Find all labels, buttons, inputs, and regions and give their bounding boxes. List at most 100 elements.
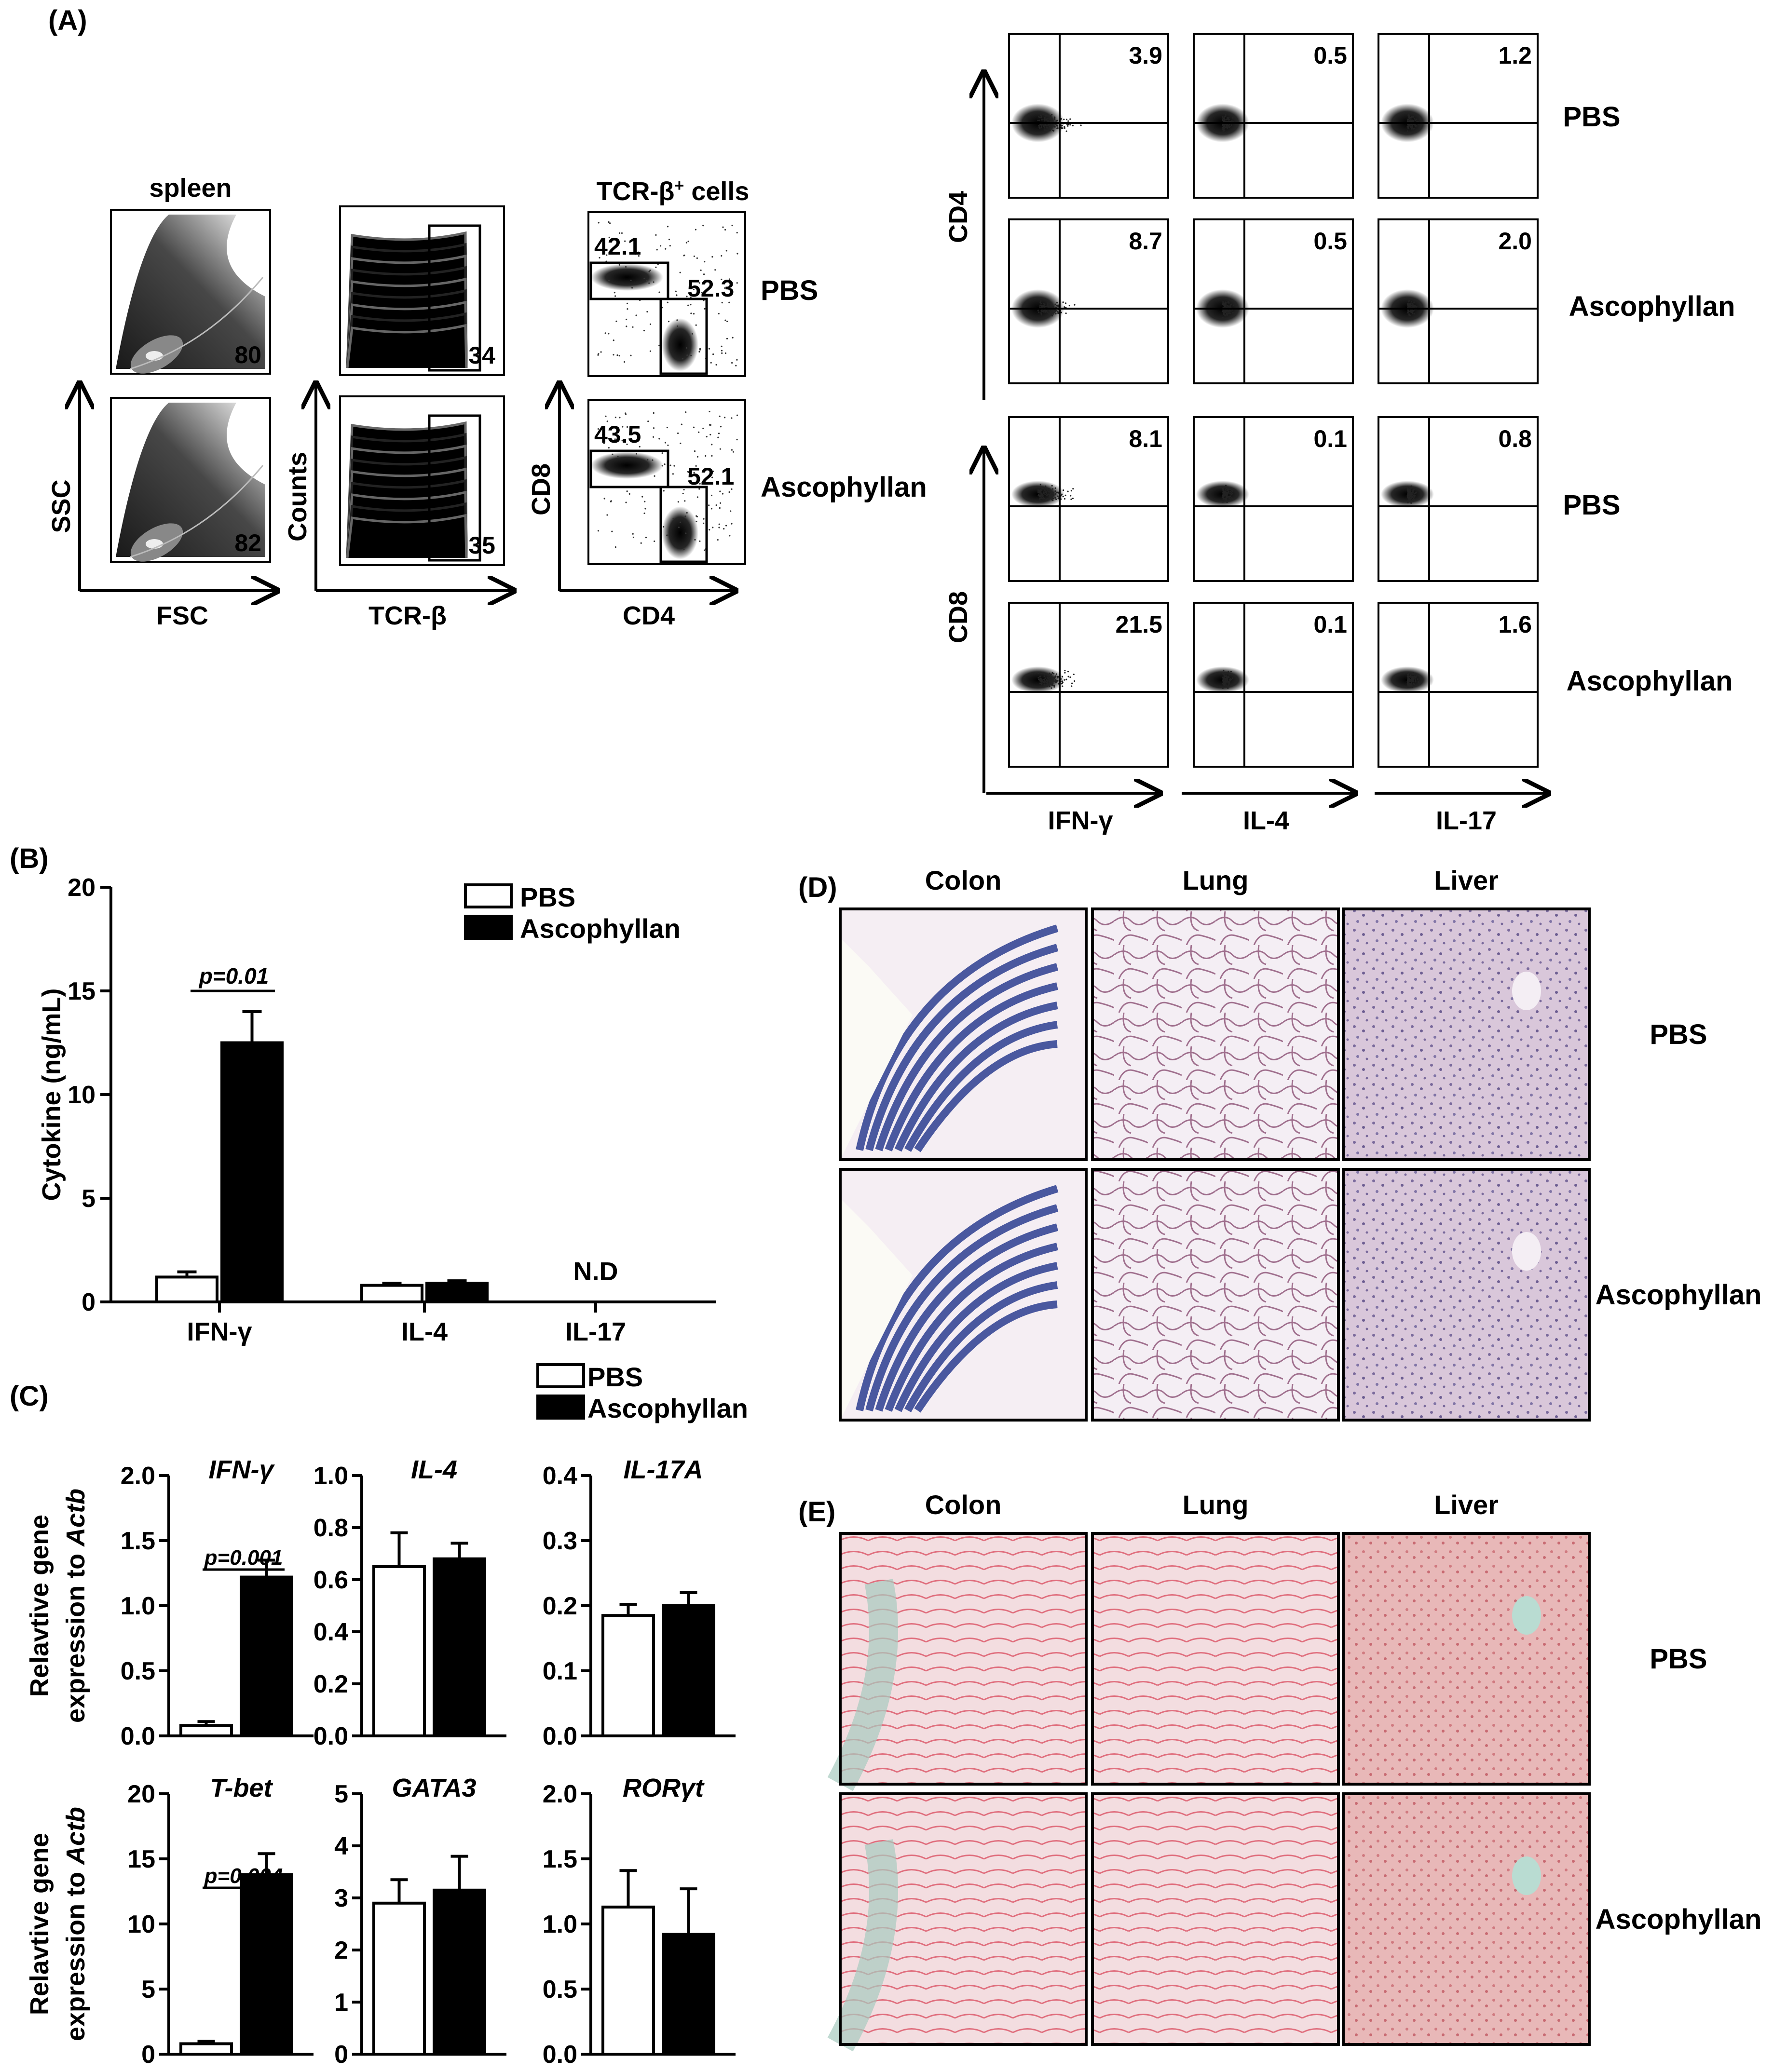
scatter-dot <box>605 415 607 417</box>
ic-dot <box>1064 498 1066 500</box>
scatter-dot <box>668 239 670 241</box>
scatter-dot <box>646 311 648 313</box>
tcrb-title-sup: + <box>674 176 684 195</box>
ic-dot <box>1410 487 1412 489</box>
ic-dot <box>1231 677 1234 679</box>
ic-dot <box>1046 681 1048 683</box>
ic-dot <box>1407 686 1409 688</box>
tcrb-contour <box>346 254 468 368</box>
ic-dot <box>1410 301 1413 303</box>
ic-dot <box>1415 677 1417 679</box>
ic-dot <box>1228 495 1229 498</box>
fsc-gate-value: 82 <box>234 529 261 556</box>
ic-cd4-label: CD4 <box>944 191 973 243</box>
ic-dot <box>1047 491 1050 493</box>
scatter-dot <box>724 229 726 231</box>
ic-dot <box>1222 317 1224 319</box>
ic-dot <box>1415 306 1417 308</box>
c-y-tick-label: 1 <box>334 1989 348 2017</box>
ic-dot <box>1228 492 1230 494</box>
ic-dot <box>1412 499 1414 501</box>
ic-dot <box>1230 678 1232 680</box>
ic-dot <box>1057 306 1059 308</box>
ic-dot <box>1041 490 1043 492</box>
ic-dot <box>1408 676 1410 677</box>
scatter-dot <box>690 312 692 314</box>
intracellular-cytokine-grid: 3.9 0.5 1.2 8.7 0.5 2.0 8.1 0.1 0.8 21.5 0.1 1.6 <box>1008 33 1539 768</box>
ic-dot <box>1222 119 1224 121</box>
ic-dot <box>1039 498 1041 500</box>
scatter-dot <box>608 221 610 223</box>
scatter-dot <box>676 294 678 296</box>
scatter-dot <box>706 436 708 438</box>
scatter-dot <box>667 301 668 303</box>
scatter-dot <box>648 271 650 272</box>
scatter-dot <box>627 308 628 310</box>
ic-dot <box>1073 673 1075 676</box>
tcrb-contour <box>346 312 468 368</box>
c-bar-pbs <box>179 2042 233 2056</box>
ic-dot <box>1065 312 1067 314</box>
ic-dot <box>1224 130 1226 132</box>
ic-dot <box>1226 489 1228 491</box>
scatter-dot <box>623 361 626 363</box>
scatter-dot <box>719 415 721 417</box>
ic-dot <box>1060 126 1063 128</box>
scatter-dot <box>644 508 646 510</box>
c-y-tick-label: 0.0 <box>543 1722 577 1750</box>
ic-dot <box>1046 127 1048 129</box>
scatter-dot <box>709 424 711 426</box>
ic-dot <box>1048 129 1050 131</box>
tcrb-contour <box>346 502 468 558</box>
scatter-dot <box>685 532 687 534</box>
scatter-dot <box>617 456 619 458</box>
scatter-dot <box>724 319 726 321</box>
ic-dot <box>1222 494 1224 496</box>
ic-dot <box>1042 498 1044 500</box>
scatter-dot <box>702 225 704 227</box>
scatter-dot <box>714 269 716 271</box>
scatter-dot <box>718 523 720 525</box>
ic-dot <box>1224 306 1226 308</box>
ic-dot <box>1053 125 1055 127</box>
ic-dot <box>1229 499 1231 501</box>
ic-dot <box>1067 490 1069 492</box>
cd8-label: CD8 <box>527 463 556 515</box>
scatter-dot <box>663 490 665 492</box>
ic-dot <box>1054 303 1056 305</box>
scatter-dot <box>694 539 696 541</box>
ic-dot <box>1056 124 1058 126</box>
ic-dot <box>1052 488 1054 490</box>
ic-dot <box>1222 687 1224 689</box>
scatter-dot <box>615 320 617 322</box>
ic-plot-frame <box>1378 416 1539 582</box>
ic-dot <box>1042 306 1044 308</box>
cd4-gate-value: 52.1 <box>687 463 734 490</box>
ic-dot <box>1055 498 1057 501</box>
ic-quadrant-value: 1.2 <box>1498 42 1532 69</box>
ic-dot <box>1046 118 1048 120</box>
scatter-dot <box>732 451 735 453</box>
scatter-dot <box>600 351 602 353</box>
ic-dot <box>1406 497 1409 499</box>
scatter-dot <box>708 348 710 350</box>
scatter-dot <box>686 296 688 298</box>
scatter-dot <box>657 263 659 266</box>
ic-dot <box>1047 675 1049 677</box>
ic-dot <box>1072 498 1074 500</box>
ic-dot <box>1056 679 1058 682</box>
scatter-dot <box>598 353 600 355</box>
ic-dot <box>1408 115 1410 117</box>
ic-dot <box>1227 687 1229 689</box>
colon-crypts <box>914 1040 1058 1152</box>
scatter-dot <box>603 498 605 500</box>
ic-dot <box>1226 494 1228 496</box>
scatter-dot <box>606 514 608 516</box>
scatter-dot <box>720 502 722 504</box>
ic-dot <box>1409 499 1412 501</box>
scatter-dot <box>736 359 738 361</box>
ic-dot <box>1064 494 1066 496</box>
ic-dot <box>1050 680 1051 682</box>
c-bar-pbs <box>372 1901 426 2056</box>
